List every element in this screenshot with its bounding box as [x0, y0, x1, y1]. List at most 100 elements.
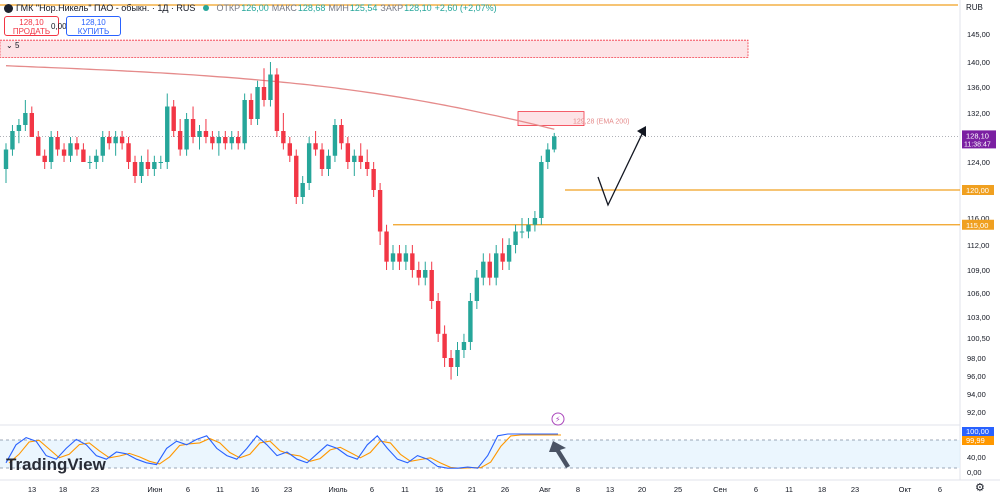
candle-body — [384, 231, 389, 262]
candle-body — [119, 137, 125, 144]
candle-body — [410, 253, 415, 270]
candle-body — [371, 169, 376, 190]
time-tick-label: 13 — [28, 485, 36, 494]
candle-body — [248, 100, 254, 119]
stoch-k-label: 100,00 — [966, 427, 989, 436]
candle-body — [255, 87, 260, 119]
symbol-title[interactable]: ГМК "Нор.Никель" ПАО - обыкн. · 1Д · RUS — [16, 3, 196, 13]
candle-body — [545, 149, 550, 162]
candle-body — [158, 162, 163, 163]
stoch-d-tag — [962, 436, 994, 445]
high-label: МАКС — [271, 3, 297, 13]
candle-body — [126, 143, 131, 162]
candle-body — [300, 183, 305, 197]
time-tick-label: Сен — [713, 485, 727, 494]
close-label: ЗАКР — [380, 3, 404, 13]
buy-button[interactable]: 128,10 КУПИТЬ — [66, 16, 121, 36]
price-tick-label: 103,00 — [967, 313, 990, 322]
stoch-tick-label: 40,00 — [967, 453, 986, 462]
candle-body — [423, 270, 428, 278]
indicators-toggle[interactable]: ⌄ 5 — [6, 41, 20, 50]
stoch-tick-label: 0,00 — [967, 468, 982, 477]
candle-body — [345, 143, 351, 162]
price-tick-label: 94,00 — [967, 390, 986, 399]
open-value: 126,00 — [241, 3, 269, 13]
stoch-pointer-arrow-icon — [549, 441, 570, 468]
candle-body — [268, 74, 273, 100]
candle-body — [94, 155, 99, 162]
candle-body — [287, 143, 292, 156]
candle-body — [519, 231, 525, 233]
time-tick-label: 26 — [501, 485, 509, 494]
level-price-tag — [962, 219, 994, 230]
stoch-band — [0, 440, 960, 468]
candle-body — [461, 342, 467, 350]
high-value: 128,68 — [297, 3, 326, 13]
candle-body — [365, 162, 370, 169]
candle-body — [532, 218, 538, 225]
stoch-k-tag — [962, 427, 994, 436]
price-tick-label: 112,00 — [967, 241, 989, 250]
countdown-label: 11:38:47 — [964, 141, 991, 148]
candle-body — [132, 162, 138, 176]
time-tick-label: 6 — [186, 485, 190, 494]
candle-body — [487, 261, 492, 278]
time-tick-label: 11 — [401, 485, 409, 494]
candle-body — [306, 143, 312, 183]
ema200-line — [5, 65, 555, 130]
currency-label[interactable]: RUB — [966, 3, 983, 12]
time-tick-label: Авг — [539, 485, 551, 494]
time-tick-label: 13 — [606, 485, 614, 494]
chart-header: ГМК "Нор.Никель" ПАО - обыкн. · 1Д · RUS… — [4, 3, 497, 13]
candle-body — [152, 162, 157, 169]
watermark-text: TradingView — [6, 455, 106, 474]
candle-body — [319, 149, 325, 169]
price-tick-label: 124,00 — [967, 158, 990, 167]
time-tick-label: 21 — [468, 485, 476, 494]
candle-body — [358, 155, 363, 162]
sell-label: ПРОДАТЬ — [12, 27, 51, 36]
candle-body — [313, 143, 318, 150]
candle-body — [171, 106, 176, 131]
candle-body — [435, 301, 441, 334]
candle-body — [442, 333, 447, 358]
time-tick-label: 11 — [216, 485, 224, 494]
price-tick-label: 92,00 — [967, 408, 986, 417]
time-tick-label: 16 — [435, 485, 443, 494]
candle-body — [203, 131, 209, 137]
candle-body — [513, 231, 518, 245]
candle-body — [539, 162, 544, 218]
candle-body — [210, 137, 215, 144]
sell-button[interactable]: 128,10 ПРОДАТЬ — [4, 16, 59, 36]
candle-body — [377, 190, 383, 232]
last-price-label: 128,10 — [966, 131, 989, 140]
candle-body — [61, 149, 67, 156]
settings-gear-icon[interactable]: ⚙ — [975, 482, 985, 494]
candle-body — [281, 131, 286, 144]
spread-value: 0,00 — [51, 22, 67, 31]
candle-body — [474, 277, 480, 301]
resistance-zone — [0, 39, 749, 58]
candle-body — [113, 137, 118, 144]
level-price-label: 120,00 — [966, 186, 989, 195]
candle-body — [197, 131, 202, 137]
candle-body — [165, 106, 170, 162]
candle-body — [229, 137, 234, 144]
candle-body — [23, 113, 28, 125]
low-label: МИН — [328, 3, 349, 13]
candle-body — [448, 358, 454, 367]
time-tick-label: 6 — [754, 485, 758, 494]
ema200-label: 129,28 (EMA 200) — [573, 118, 629, 125]
candle-body — [261, 87, 267, 100]
candle-body — [223, 137, 228, 144]
candle-body — [526, 224, 531, 232]
buy-price: 128,10 — [81, 18, 106, 27]
candle-body — [216, 137, 222, 144]
candle-body — [184, 119, 189, 150]
price-tick-label: 100,50 — [967, 334, 990, 343]
candle-body — [145, 162, 151, 169]
candle-body — [107, 137, 112, 144]
low-value: 125,54 — [349, 3, 378, 13]
candle-body — [3, 149, 9, 169]
